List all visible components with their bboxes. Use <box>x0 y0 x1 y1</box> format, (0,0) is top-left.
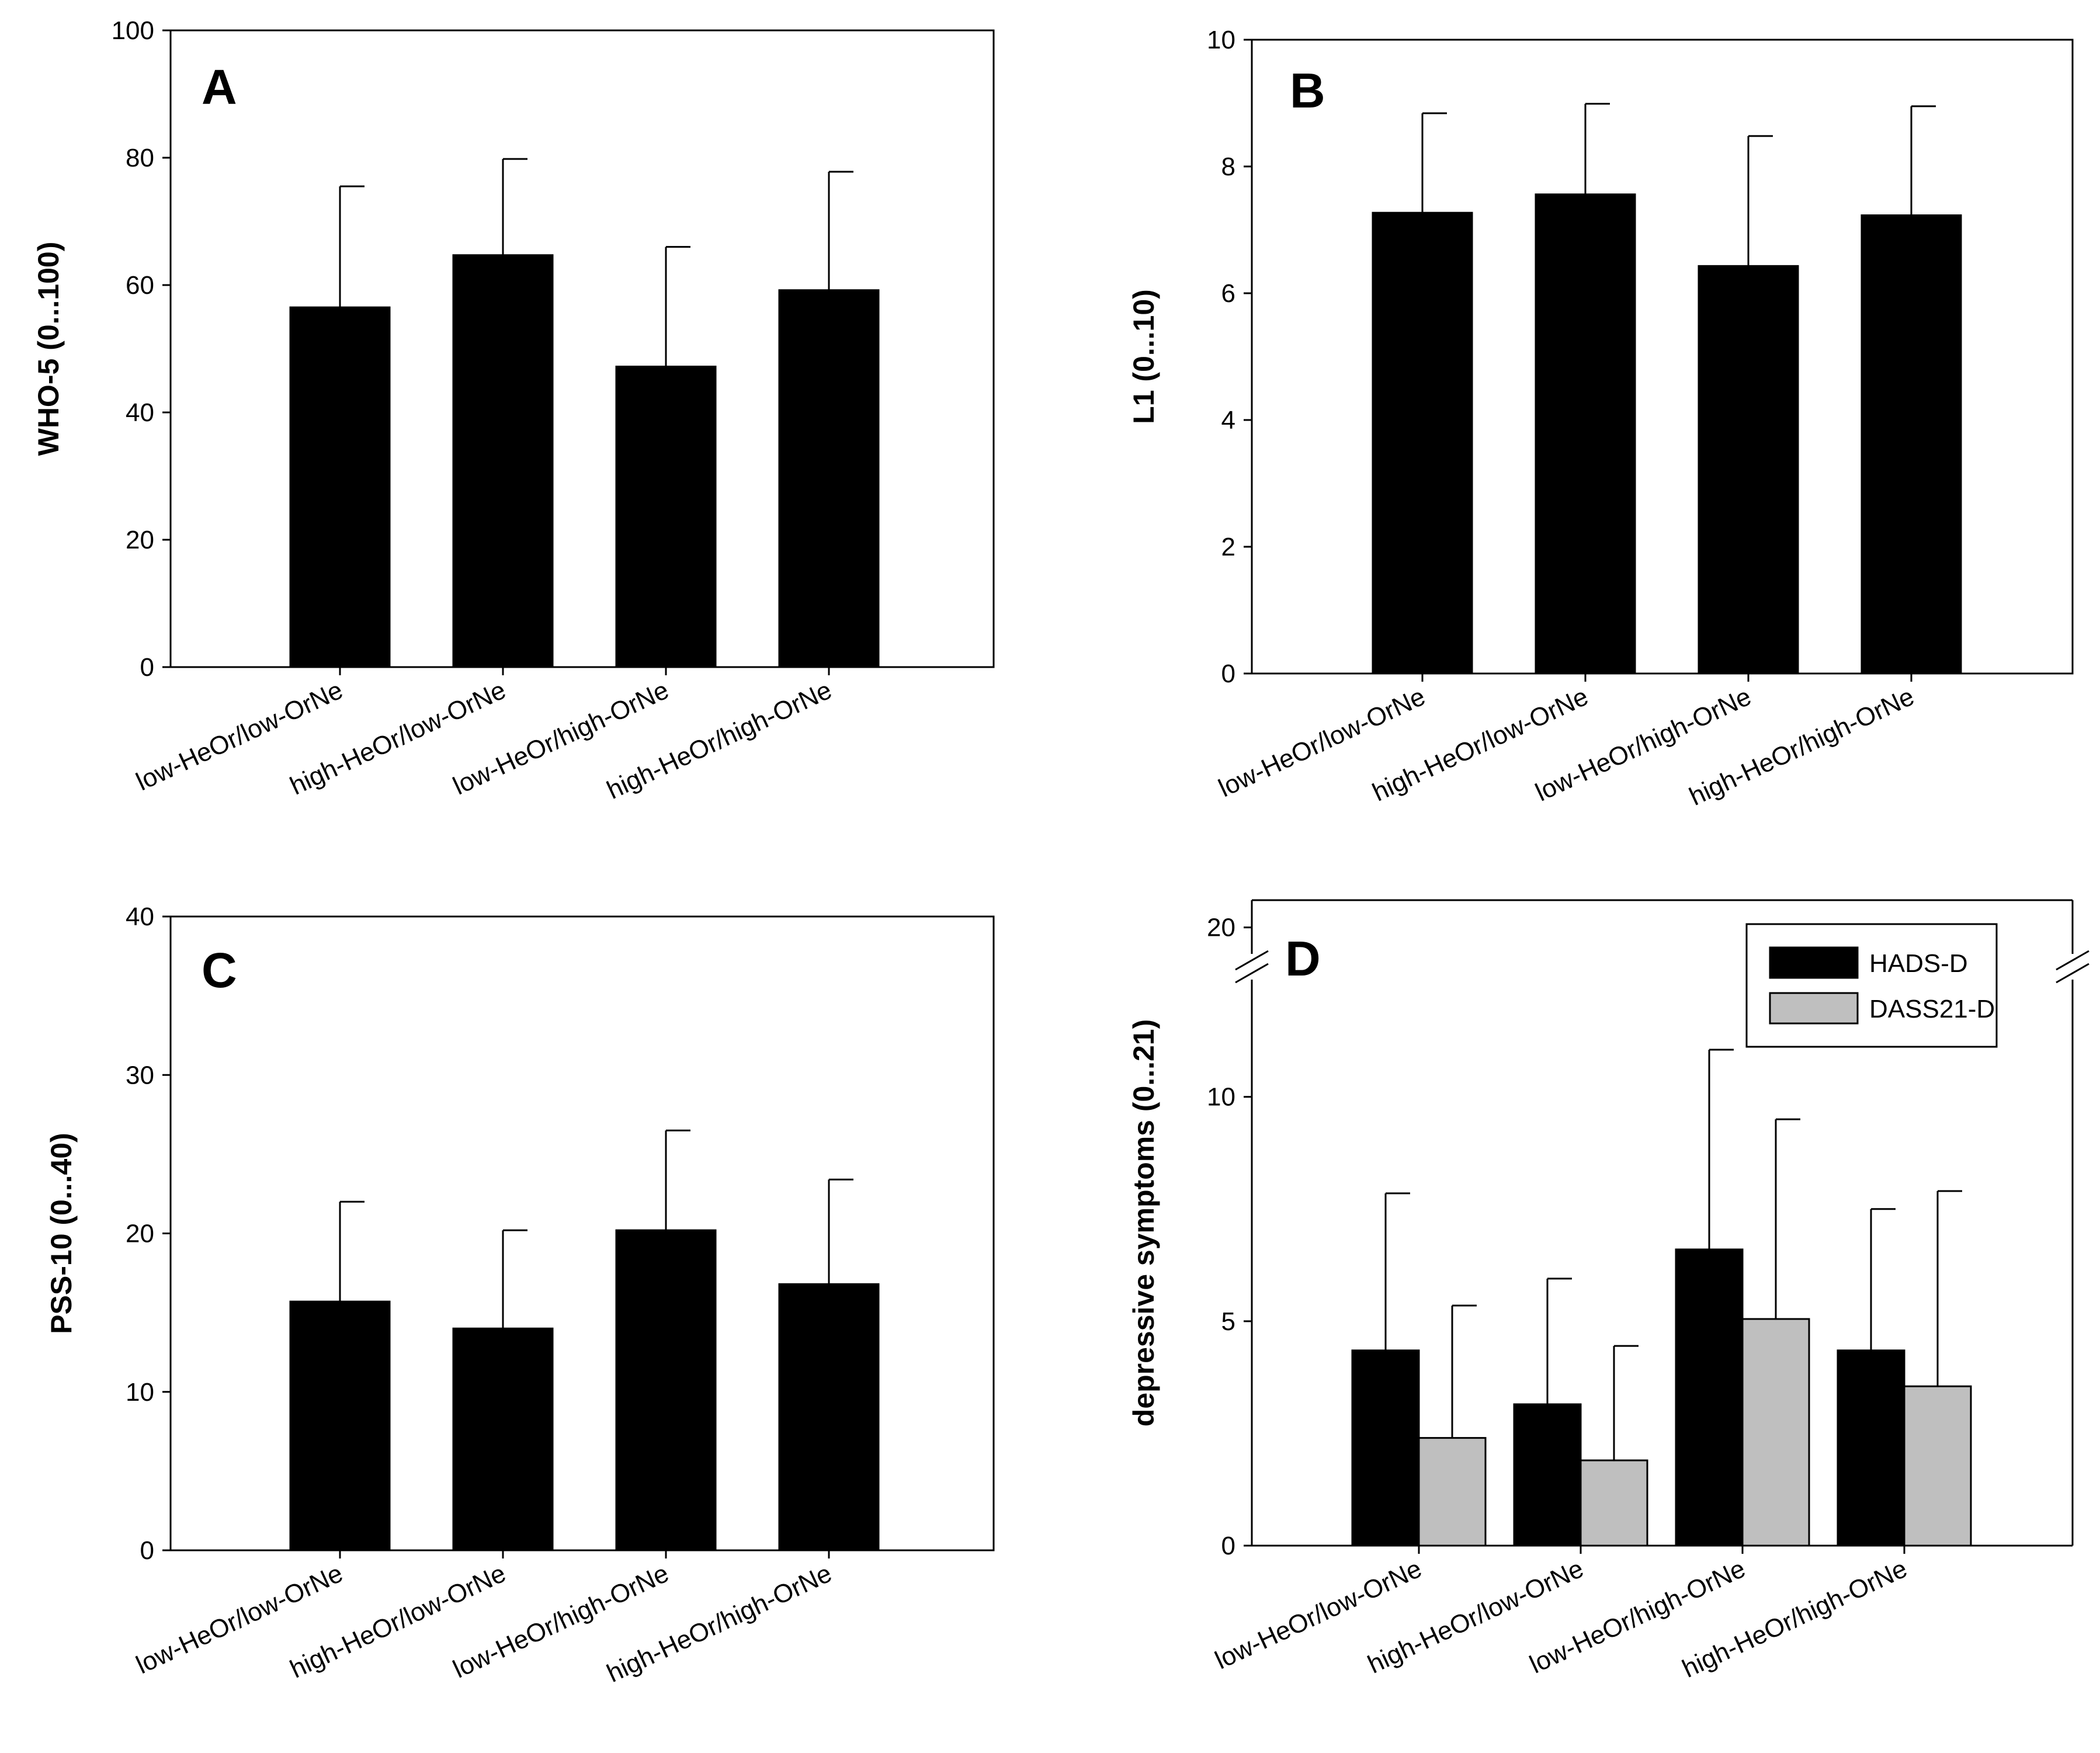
y-tick-label: 0 <box>1221 1532 1235 1560</box>
y-axis-label: PSS-10 (0...40) <box>45 1133 78 1334</box>
y-tick-label: 20 <box>1207 914 1235 942</box>
panel-letter: B <box>1290 63 1325 118</box>
y-tick-label: 2 <box>1221 533 1235 561</box>
legend-box <box>1745 923 1998 1048</box>
y-tick-label: 5 <box>1221 1307 1235 1336</box>
y-tick-label: 20 <box>126 1220 154 1248</box>
y-tick-label: 10 <box>1207 1083 1235 1112</box>
y-tick-label: 40 <box>126 398 154 427</box>
y-tick-label: 8 <box>1221 152 1235 181</box>
axis-break-mark-left <box>1235 963 1269 984</box>
bar-dass21-d <box>1418 1437 1487 1547</box>
bar-l1 <box>1372 211 1473 675</box>
y-tick-label: 10 <box>1207 26 1235 54</box>
axis-break-mark-right <box>2056 950 2089 971</box>
bar-pss-10 <box>452 1327 554 1551</box>
bar-who-5 <box>615 366 717 668</box>
legend-swatch-dass21-d <box>1769 992 1859 1025</box>
bar-pss-10 <box>778 1283 880 1551</box>
bar-pss-10 <box>615 1229 717 1551</box>
bar-who-5 <box>289 306 391 668</box>
axis-break-mark-left <box>1235 950 1269 971</box>
y-axis-label: depressive symptoms (0...21) <box>1127 1019 1160 1427</box>
legend-label-dass21-d: DASS21-D <box>1869 995 1995 1023</box>
bar-hads-d <box>1837 1349 1905 1547</box>
bar-hads-d <box>1675 1248 1744 1547</box>
y-tick-label: 100 <box>112 16 154 45</box>
bar-l1 <box>1698 265 1799 675</box>
y-tick-label: 0 <box>140 653 154 682</box>
legend-swatch-hads-d <box>1769 946 1859 979</box>
bar-pss-10 <box>289 1300 391 1551</box>
panel-letter: D <box>1285 931 1321 986</box>
axis-break-mark-right <box>2056 963 2089 984</box>
bar-l1 <box>1861 214 1962 675</box>
y-tick-label: 60 <box>126 271 154 300</box>
y-tick-label: 0 <box>140 1536 154 1565</box>
y-tick-label: 80 <box>126 144 154 172</box>
y-tick-label: 20 <box>126 526 154 554</box>
y-tick-label: 30 <box>126 1061 154 1089</box>
bar-dass21-d <box>1580 1459 1648 1547</box>
y-tick-label: 0 <box>1221 659 1235 688</box>
bar-dass21-d <box>1903 1385 1972 1547</box>
bar-l1 <box>1535 193 1636 675</box>
panel-letter: C <box>202 943 237 998</box>
panel-letter: A <box>202 60 237 114</box>
bar-hads-d <box>1351 1349 1420 1547</box>
legend-label-hads-d: HADS-D <box>1869 949 1968 978</box>
y-axis-label: L1 (0...10) <box>1127 289 1160 424</box>
y-tick-label: 4 <box>1221 406 1235 435</box>
legend: HADS-D DASS21-D <box>1745 923 1998 1048</box>
bar-dass21-d <box>1741 1318 1810 1547</box>
bar-hads-d <box>1513 1403 1582 1547</box>
y-tick-label: 6 <box>1221 279 1235 308</box>
bar-who-5 <box>452 254 554 668</box>
y-tick-label: 10 <box>126 1378 154 1407</box>
plot-frame <box>169 29 995 668</box>
bar-who-5 <box>778 289 880 668</box>
plot-frame <box>1251 39 2074 675</box>
y-tick-label: 40 <box>126 902 154 931</box>
y-axis-label: WHO-5 (0...100) <box>32 242 65 456</box>
